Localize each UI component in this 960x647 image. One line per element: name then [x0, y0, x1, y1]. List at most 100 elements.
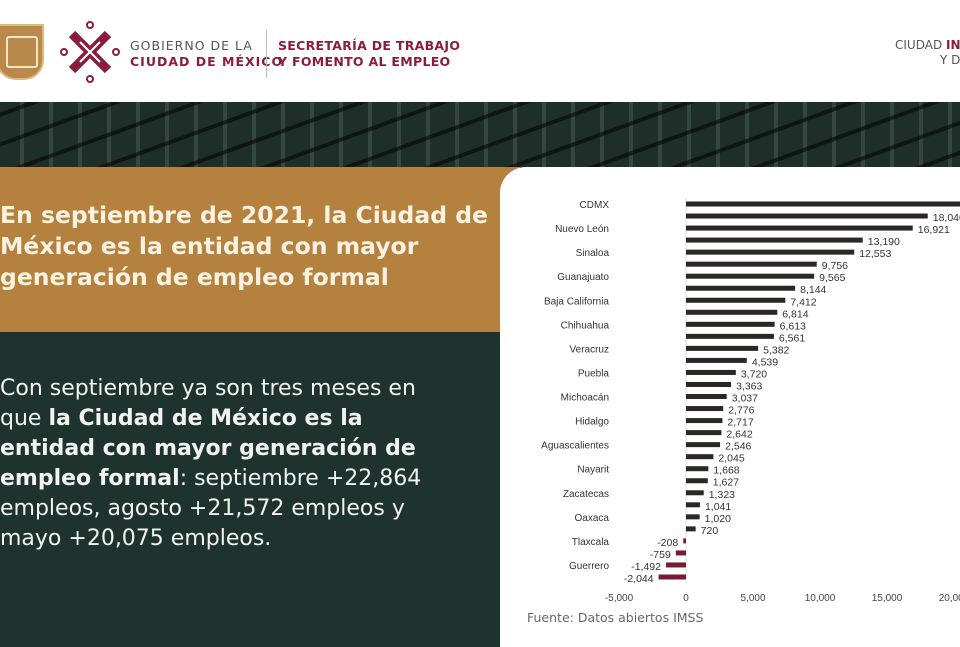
body-line: empleos, agosto +21,572 empleos y: [0, 496, 405, 521]
value-label: -759: [650, 549, 671, 561]
bar: [686, 514, 700, 520]
bar: [686, 213, 928, 219]
chart-panel: [500, 167, 960, 647]
bar: [686, 261, 817, 267]
body-line: entidad con mayor generación de: [0, 434, 500, 464]
bar: [658, 574, 686, 580]
value-label: 9,565: [819, 272, 845, 284]
source-note: Fuente: Datos abiertos IMSS: [527, 610, 703, 625]
bar: [686, 502, 700, 508]
category-label: Veracruz: [570, 344, 609, 355]
value-label: 2,642: [726, 429, 752, 441]
value-label: 2,045: [718, 453, 744, 465]
bar: [666, 562, 686, 568]
bar: [686, 454, 714, 460]
value-label: 8,144: [800, 284, 826, 296]
bar: [686, 526, 696, 532]
government-name: GOBIERNO DE LA CIUDAD DE MÉXICO: [130, 38, 283, 70]
x-tick-label: -5,000: [605, 593, 634, 604]
bar: [686, 369, 736, 375]
bar: [686, 225, 913, 231]
value-label: 12,553: [859, 248, 891, 260]
bar: [686, 490, 704, 496]
value-label: 1,627: [713, 477, 739, 489]
value-label: 5,382: [763, 344, 789, 356]
body-line: Con septiembre ya son tres meses en: [0, 376, 416, 401]
value-label: 1,323: [709, 489, 735, 501]
bar: [686, 466, 709, 472]
bar: [686, 237, 863, 243]
value-label: 1,668: [713, 465, 739, 477]
bar: [686, 273, 815, 279]
bar: [686, 394, 727, 400]
body-text: que: [0, 406, 49, 431]
bar: [686, 418, 723, 424]
body-text: : septiembre +22,864: [179, 466, 422, 491]
value-label: 18,040: [933, 212, 960, 224]
category-label: Hidalgo: [575, 417, 609, 428]
body-bold-text: entidad con mayor generación de: [0, 436, 416, 461]
bar: [686, 406, 724, 412]
gov-line-1: GOBIERNO DE LA: [130, 38, 253, 53]
value-label: 1,041: [705, 501, 731, 513]
header: GOBIERNO DE LA CIUDAD DE MÉXICO SECRETARÍ…: [0, 0, 960, 102]
value-label: 1,020: [705, 513, 731, 525]
headline-box: [0, 167, 520, 332]
category-label: Sinaloa: [576, 248, 610, 259]
bar: [686, 285, 796, 291]
value-label: -2,044: [624, 573, 654, 585]
category-label: Baja California: [544, 296, 609, 307]
bar: [686, 345, 759, 351]
slogan-line-2: Y D: [940, 53, 960, 67]
value-label: 6,613: [780, 320, 806, 332]
sec-line-1: SECRETARÍA DE TRABAJO: [278, 38, 461, 53]
category-label: Guanajuato: [557, 272, 609, 283]
bar: [686, 430, 722, 436]
bar: [686, 478, 708, 484]
value-label: 2,776: [728, 405, 754, 417]
category-label: Oaxaca: [575, 513, 610, 524]
bar: [686, 249, 855, 255]
body-line: empleo formal: septiembre +22,864: [0, 464, 500, 494]
category-label: Zacatecas: [563, 489, 609, 500]
x-tick-label: 5,000: [740, 593, 765, 604]
secretaria-name: SECRETARÍA DE TRABAJO Y FOMENTO AL EMPLEO: [278, 38, 460, 70]
slogan-part-1: CIUDAD: [895, 38, 946, 52]
headline: En septiembre de 2021, la Ciudad de Méxi…: [0, 201, 488, 291]
category-label: Chihuahua: [561, 320, 610, 331]
x-tick-label: 15,000: [872, 593, 903, 604]
category-label: Tlaxcala: [572, 537, 610, 548]
value-label: 13,190: [868, 236, 900, 248]
value-label: 7,412: [790, 296, 816, 308]
value-label: 9,756: [822, 260, 848, 272]
x-tick-label: 10,000: [805, 593, 836, 604]
category-label: Guerrero: [569, 561, 609, 572]
value-label: -208: [657, 537, 678, 549]
body-bold-text: la Ciudad de México es la: [48, 406, 363, 431]
gov-line-2: CIUDAD DE MÉXICO: [130, 54, 284, 69]
category-label: Nuevo León: [555, 224, 609, 235]
bar: [686, 442, 721, 448]
category-label: Michoacán: [561, 393, 609, 404]
category-label: Puebla: [578, 368, 610, 379]
cdmx-shield-logo: [0, 24, 44, 80]
category-label: Nayarit: [577, 465, 609, 476]
cdmx-emblem-logo: [60, 21, 120, 83]
bar: [683, 538, 686, 544]
value-label: 3,363: [736, 380, 762, 392]
body-paragraph: Con septiembre ya son tres meses en que …: [0, 374, 500, 554]
value-label: 2,546: [725, 441, 751, 453]
bar: [686, 333, 774, 339]
value-label: 4,539: [752, 356, 778, 368]
bar: [675, 550, 686, 556]
bar: [686, 309, 778, 315]
x-tick-label: 0: [683, 593, 689, 604]
value-label: -1,492: [631, 561, 661, 573]
value-label: 2,717: [727, 417, 753, 429]
value-label: 3,720: [741, 368, 767, 380]
value-label: 6,561: [779, 332, 805, 344]
bar: [686, 357, 747, 363]
body-line: que la Ciudad de México es la: [0, 404, 500, 434]
x-tick-label: 20,000: [939, 593, 960, 604]
